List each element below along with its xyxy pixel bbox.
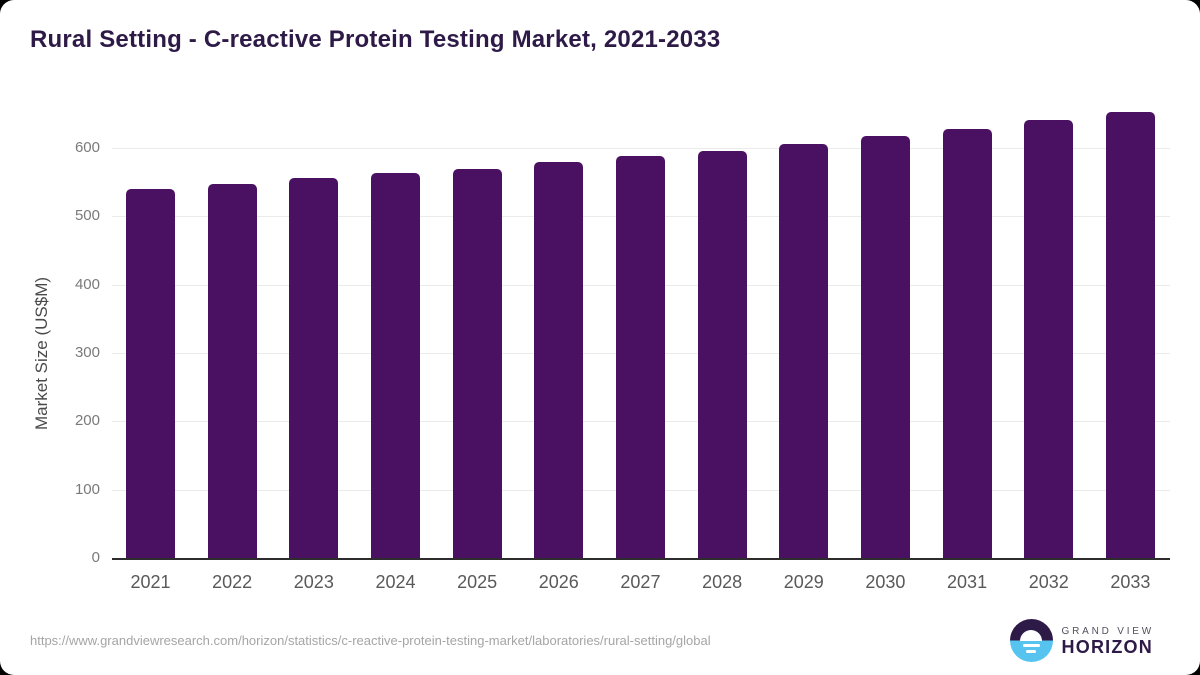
bar-series: [112, 111, 1170, 558]
bar-2033[interactable]: [1105, 111, 1155, 558]
y-tick-label-0: 0: [91, 549, 100, 566]
y-tick-label-400: 400: [74, 275, 100, 293]
bar-2022[interactable]: [207, 183, 257, 558]
brand-name-top: GRAND VIEW: [1061, 625, 1154, 637]
source-url: https://www.grandviewresearch.com/horizo…: [30, 633, 711, 648]
bar-2023[interactable]: [289, 178, 339, 558]
brand-name-bottom: HORIZON: [1061, 636, 1153, 657]
x-tick-label-2033: 2033: [1110, 572, 1151, 592]
y-tick-label-600: 600: [74, 139, 100, 156]
x-tick-label-2025: 2025: [457, 572, 498, 592]
reflection-line: [1026, 650, 1037, 654]
brand-logo-text: GRAND VIEW HORIZON: [1062, 625, 1154, 657]
bar-2028[interactable]: [697, 151, 747, 558]
x-tick-label-2027: 2027: [620, 572, 661, 592]
y-axis-tick-labels: 0 100 200 300 400 500 600: [0, 139, 100, 566]
y-tick-label-500: 500: [74, 207, 100, 225]
x-tick-label-2031: 2031: [947, 572, 988, 592]
bar-2032[interactable]: [1024, 119, 1074, 558]
gridline-600: [112, 148, 1170, 149]
bar-2025[interactable]: [452, 169, 502, 558]
y-tick-label-300: 300: [74, 344, 100, 361]
bar-2030[interactable]: [860, 136, 910, 558]
x-tick-label-2023: 2023: [293, 572, 334, 592]
bar-2026[interactable]: [534, 162, 584, 558]
plot-area: [112, 111, 1170, 560]
reflection-line: [1022, 644, 1040, 648]
bar-2029[interactable]: [779, 143, 829, 558]
x-tick-label-2024: 2024: [375, 572, 416, 592]
x-tick-label-2021: 2021: [130, 572, 171, 592]
x-tick-label-2022: 2022: [212, 572, 253, 592]
x-tick-label-2026: 2026: [538, 572, 579, 592]
sun-shape: [1020, 629, 1043, 641]
horizon-sun-icon: [1009, 619, 1053, 662]
y-tick-label-200: 200: [74, 412, 100, 430]
brand-logo: GRAND VIEW HORIZON: [1009, 618, 1154, 663]
x-tick-label-2032: 2032: [1028, 572, 1069, 592]
bar-2027[interactable]: [615, 156, 665, 558]
chart-title: Rural Setting - C-reactive Protein Testi…: [30, 26, 721, 53]
x-axis-tick-labels: 2021 2022 2023 2024 2025 2026 2027 2028 2029 2030…: [112, 560, 1170, 593]
bar-2031[interactable]: [942, 128, 992, 558]
x-tick-label-2030: 2030: [865, 572, 906, 592]
x-tick-label-2028: 2028: [702, 572, 743, 592]
x-tick-label-2029: 2029: [783, 572, 824, 592]
bar-2021[interactable]: [126, 189, 175, 558]
y-tick-label-100: 100: [74, 480, 100, 498]
bar-2024[interactable]: [370, 172, 420, 558]
